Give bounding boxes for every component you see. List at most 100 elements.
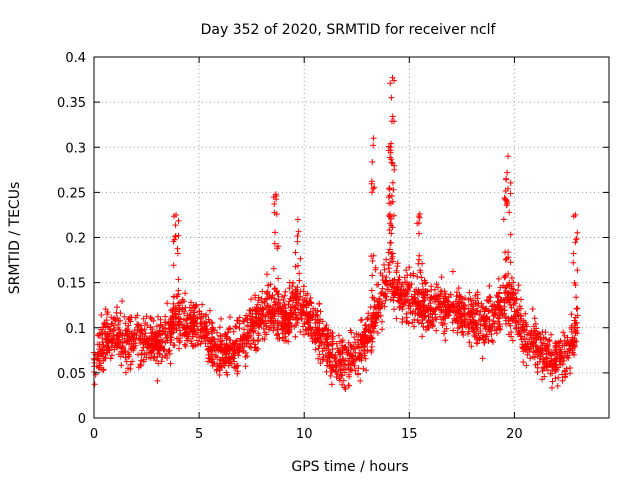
data-point <box>347 350 354 357</box>
data-point <box>418 274 425 281</box>
data-point <box>217 333 224 340</box>
data-point <box>371 184 378 191</box>
x-tick-label: 10 <box>296 427 313 442</box>
data-point <box>272 301 279 308</box>
data-point <box>364 347 371 354</box>
data-point <box>219 354 226 361</box>
data-point <box>433 281 440 288</box>
data-point <box>140 356 147 363</box>
data-point <box>572 239 579 246</box>
data-point <box>539 329 546 336</box>
data-point <box>210 360 217 367</box>
data-point <box>289 290 296 297</box>
data-point <box>301 320 308 327</box>
data-point <box>363 367 370 374</box>
data-point <box>389 290 396 297</box>
data-point <box>386 186 393 193</box>
data-point <box>243 312 250 319</box>
data-point <box>297 255 304 262</box>
data-point <box>507 259 514 266</box>
data-point <box>453 312 460 319</box>
data-point <box>296 277 303 284</box>
data-point <box>206 319 213 326</box>
data-point <box>258 319 265 326</box>
data-point <box>170 313 176 320</box>
data-point <box>390 294 397 301</box>
data-point <box>292 286 299 293</box>
data-point <box>129 358 136 365</box>
data-point <box>345 382 352 389</box>
x-axis-ticks: 0 5 10 15 20 <box>90 57 523 442</box>
data-point <box>517 312 524 319</box>
data-point <box>573 319 580 326</box>
data-point <box>253 314 260 321</box>
data-point <box>303 297 310 304</box>
data-point <box>365 310 372 317</box>
data-point <box>137 361 144 368</box>
data-point <box>384 286 391 293</box>
data-point <box>419 291 425 297</box>
data-point <box>387 144 394 151</box>
data-point <box>554 340 561 347</box>
data-point <box>362 355 369 362</box>
data-point <box>114 314 121 321</box>
data-point <box>512 319 519 326</box>
data-point <box>361 343 368 349</box>
data-point <box>183 325 190 332</box>
data-point <box>241 333 248 340</box>
data-point <box>374 313 381 319</box>
data-point <box>222 330 229 337</box>
data-point <box>390 186 397 193</box>
data-point <box>464 321 471 328</box>
data-point <box>301 331 307 338</box>
data-point <box>244 333 251 340</box>
data-point <box>281 321 288 328</box>
data-point <box>405 305 412 312</box>
data-point <box>371 320 378 327</box>
data-point <box>276 335 283 342</box>
data-point <box>216 362 223 369</box>
data-point <box>290 315 296 321</box>
data-point <box>236 320 243 327</box>
data-point <box>282 310 289 317</box>
data-point <box>341 369 348 376</box>
data-point <box>232 340 238 347</box>
data-point <box>559 342 566 349</box>
data-point <box>445 312 452 319</box>
data-point <box>530 339 537 346</box>
data-point <box>139 347 146 354</box>
data-point <box>175 217 182 224</box>
data-point <box>256 308 263 315</box>
data-point <box>236 348 243 355</box>
data-point <box>320 356 327 363</box>
data-point <box>327 372 334 379</box>
data-point <box>282 333 289 340</box>
data-point <box>573 294 580 301</box>
data-point <box>535 331 542 338</box>
data-point <box>472 310 479 317</box>
data-point <box>244 353 251 360</box>
data-point <box>263 331 270 338</box>
y-tick-label: 0.15 <box>57 277 86 292</box>
data-point <box>138 357 145 364</box>
data-point <box>173 211 179 218</box>
data-point <box>125 353 132 360</box>
data-point <box>530 334 537 341</box>
data-point <box>112 317 119 324</box>
data-point <box>527 355 534 362</box>
data-point <box>157 316 164 323</box>
x-tick-label: 5 <box>195 427 203 442</box>
data-point <box>459 328 466 335</box>
data-point <box>175 232 182 239</box>
data-point <box>574 267 581 274</box>
data-point <box>386 192 393 199</box>
data-point <box>381 292 388 298</box>
data-point <box>411 316 418 323</box>
data-point <box>329 362 336 369</box>
data-point <box>282 305 289 312</box>
data-point <box>221 341 228 348</box>
data-point <box>168 334 175 341</box>
data-point <box>217 332 224 339</box>
data-point <box>355 331 362 338</box>
